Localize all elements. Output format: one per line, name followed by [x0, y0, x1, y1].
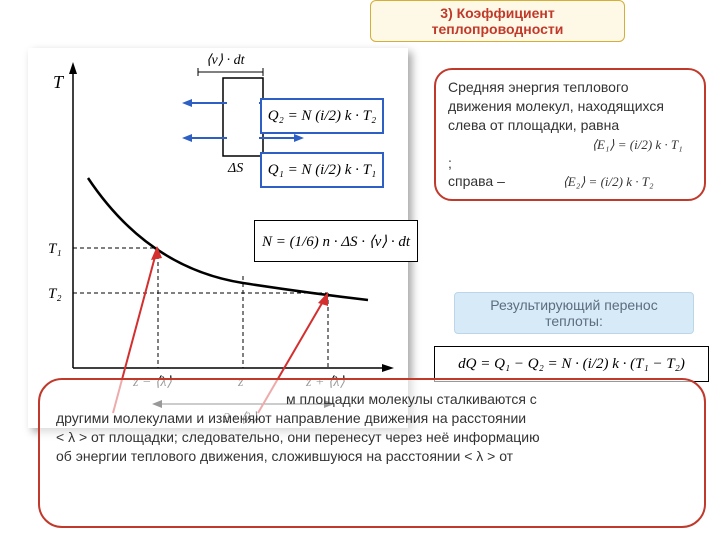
heat-equation: dQ = Q₁ − Q₂ = N · (i/2) k · (T₁ − T₂) — [434, 346, 709, 382]
n-equation: N = (1/6) n · ΔS · ⟨v⟩ · dt — [254, 220, 418, 262]
t1-label: T₁ — [48, 241, 62, 257]
q2-equation: Q₂ = N (i/2) k · T₂ — [260, 98, 384, 134]
bottom-bubble: м площадки молекулы сталкиваются с други… — [38, 378, 706, 528]
bubble-eq1: ⟨E₁⟩ = (i/2) k · T₁ — [592, 136, 683, 154]
ds-label: ΔS — [227, 161, 243, 176]
bubble-semi: ; — [448, 155, 452, 171]
bb-l2: < λ > от площадки; следовательно, они пе… — [56, 428, 688, 447]
result-banner: Результирующий перенос теплоты: — [454, 292, 694, 334]
bb-l1: другими молекулами и изменяют направлени… — [56, 409, 688, 428]
bubble-line1: Средняя энергия теплового движения молек… — [448, 79, 664, 133]
section-title: 3) Коэффициент теплопроводности — [370, 0, 625, 42]
top-annot: ⟨v⟩ · dt — [206, 53, 246, 68]
bubble-eq2: ⟨E₂⟩ = (i/2) k · T₂ — [563, 173, 654, 191]
t2-label: T₂ — [48, 286, 62, 302]
bb-frag: м площадки молекулы сталкиваются с — [56, 390, 688, 409]
bubble-line3: справа – — [448, 173, 505, 189]
axis-y-label: T — [53, 72, 65, 92]
energy-bubble: Средняя энергия теплового движения молек… — [434, 68, 706, 201]
bb-l3: об энергии теплового движения, сложившую… — [56, 447, 688, 466]
q1-equation: Q₁ = N (i/2) k · T₁ — [260, 152, 384, 188]
